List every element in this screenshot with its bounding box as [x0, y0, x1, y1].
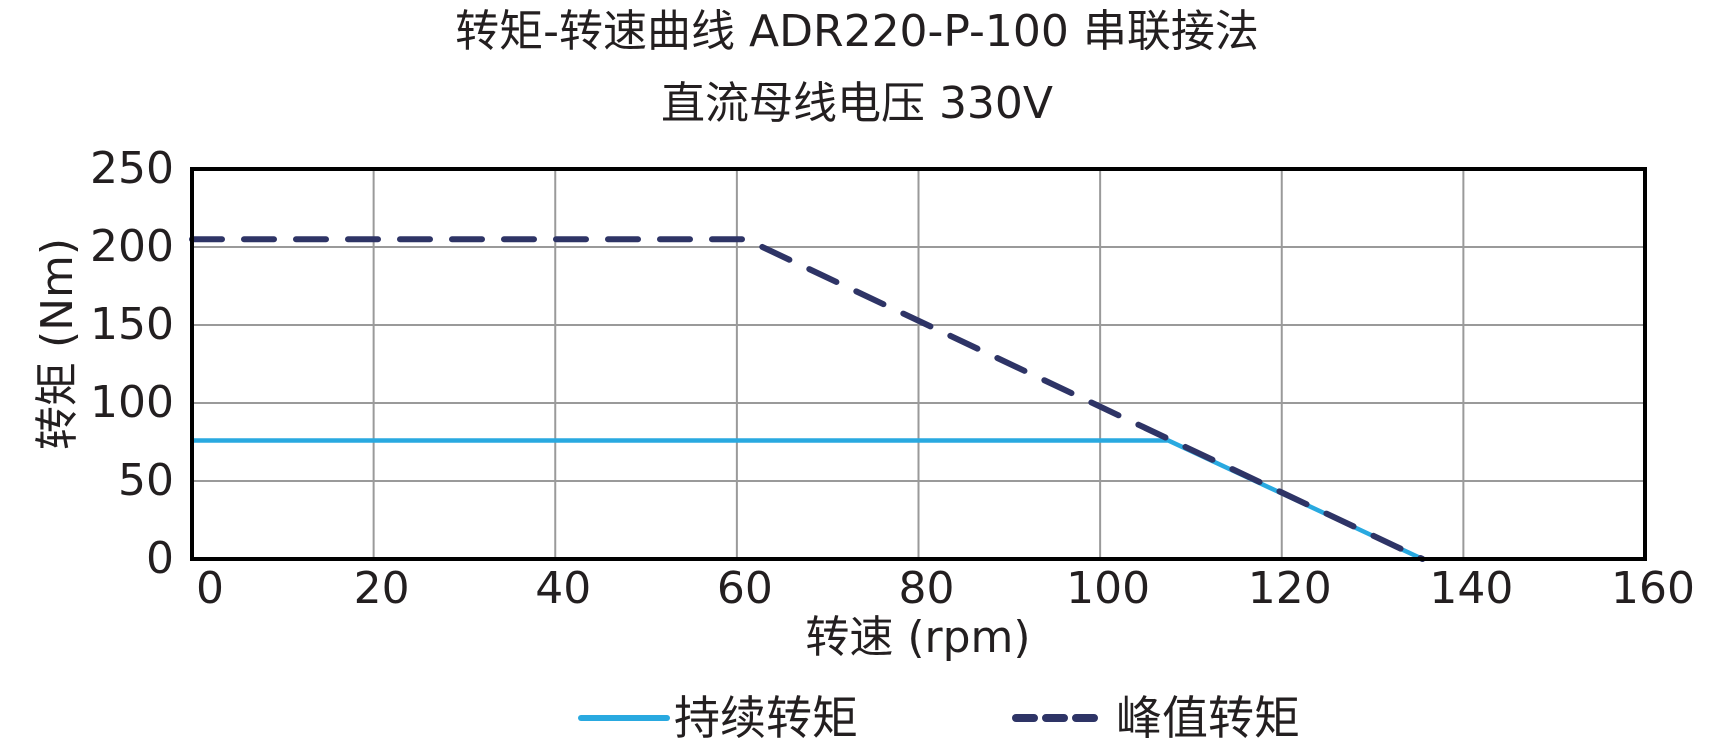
x-tick-label: 120 — [1248, 563, 1332, 614]
peak-torque-line — [189, 236, 1426, 562]
x-axis-label: 转速 (rpm) — [805, 612, 1030, 663]
legend-item-continuous: 持续转矩 — [578, 688, 858, 748]
x-axis-ticks: 0 20 40 60 80 100 120 140 160 — [196, 563, 1695, 614]
chart-subtitle: 直流母线电压 330V — [660, 78, 1054, 129]
data-series — [189, 236, 1426, 562]
y-tick-label: 50 — [118, 455, 174, 506]
x-tick-label: 80 — [899, 563, 955, 614]
legend-item-peak: 峰值转矩 — [1012, 688, 1300, 748]
y-tick-label: 0 — [146, 533, 174, 584]
y-tick-label: 250 — [90, 143, 174, 194]
x-tick-label: 140 — [1429, 563, 1513, 614]
y-tick-label: 200 — [90, 221, 174, 272]
legend-label-continuous: 持续转矩 — [674, 691, 858, 745]
plot-frame — [190, 167, 1647, 561]
x-tick-label: 100 — [1066, 563, 1150, 614]
x-tick-label: 160 — [1611, 563, 1695, 614]
y-tick-label: 150 — [90, 299, 174, 350]
dashed-line-swatch-icon — [1012, 714, 1102, 722]
x-tick-label: 40 — [535, 563, 591, 614]
grid-lines — [192, 169, 1645, 559]
x-tick-label: 20 — [354, 563, 410, 614]
chart-title: 转矩-转速曲线 ADR220-P-100 串联接法 — [455, 6, 1259, 57]
legend-label-peak: 峰值转矩 — [1116, 691, 1300, 745]
y-tick-label: 100 — [90, 377, 174, 428]
x-tick-label: 0 — [196, 563, 224, 614]
y-axis-ticks: 0 50 100 150 200 250 — [90, 143, 174, 584]
continuous-torque-line — [192, 438, 1424, 562]
y-axis-label: 转矩 (Nm) — [32, 238, 83, 450]
x-tick-label: 60 — [717, 563, 773, 614]
legend: 持续转矩 峰值转矩 — [0, 688, 1714, 748]
solid-line-swatch-icon — [578, 715, 670, 721]
